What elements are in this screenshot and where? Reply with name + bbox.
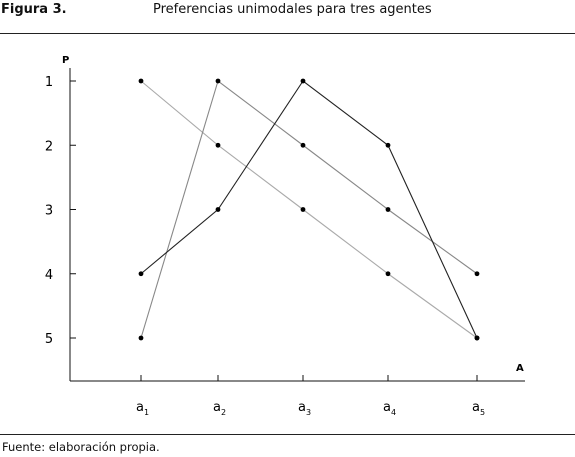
figure-title: Preferencias unimodales para tres agente… [153, 2, 432, 17]
series-line-3 [140, 80, 478, 339]
x-tick-label-subscript: 5 [480, 408, 485, 417]
x-tick-label-subscript: 3 [306, 408, 311, 417]
y-tick-label: 4 [45, 268, 53, 283]
x-tick-label-base: a [213, 400, 221, 415]
x-tick-label-subscript: 1 [144, 408, 149, 417]
x-tick-label: a4 [383, 400, 396, 417]
series-line-1 [140, 80, 478, 339]
data-point [385, 142, 391, 148]
data-point [474, 271, 480, 277]
data-point [138, 271, 144, 277]
series-line-2 [140, 80, 478, 339]
data-point [138, 78, 144, 84]
x-tick-label-base: a [298, 400, 306, 415]
data-point [215, 207, 221, 212]
data-point [385, 271, 391, 277]
y-tick-label: 1 [45, 75, 53, 90]
x-tick-label-base: a [383, 400, 391, 415]
data-point [138, 335, 144, 341]
figure-header: Figura 3. Preferencias unimodales para t… [0, 0, 575, 33]
data-point [474, 335, 480, 341]
top-rule [0, 33, 575, 34]
y-tick-label: 5 [45, 332, 53, 347]
x-tick-label: a3 [298, 400, 311, 417]
y-tick-label: 2 [45, 139, 53, 154]
data-point [300, 142, 306, 148]
x-tick-label: a1 [136, 400, 149, 417]
x-tick-label: a2 [213, 400, 226, 417]
x-tick-label-base: a [136, 400, 144, 415]
data-point [215, 142, 221, 148]
x-tick-label-subscript: 2 [221, 408, 226, 417]
y-tick-label: 3 [45, 204, 53, 219]
figure-label: Figura 3. [1, 2, 67, 17]
data-point [385, 207, 391, 212]
figure-source: Fuente: elaboración propia. [2, 440, 160, 454]
data-point [215, 78, 221, 84]
data-point [300, 78, 306, 84]
x-tick-label: a5 [472, 400, 485, 417]
y-axis-label: P [62, 55, 69, 66]
x-tick-label-subscript: 4 [391, 408, 396, 417]
x-tick-label-base: a [472, 400, 480, 415]
data-point [300, 207, 306, 212]
bottom-rule [0, 434, 575, 435]
x-axis-label: A [516, 363, 524, 374]
